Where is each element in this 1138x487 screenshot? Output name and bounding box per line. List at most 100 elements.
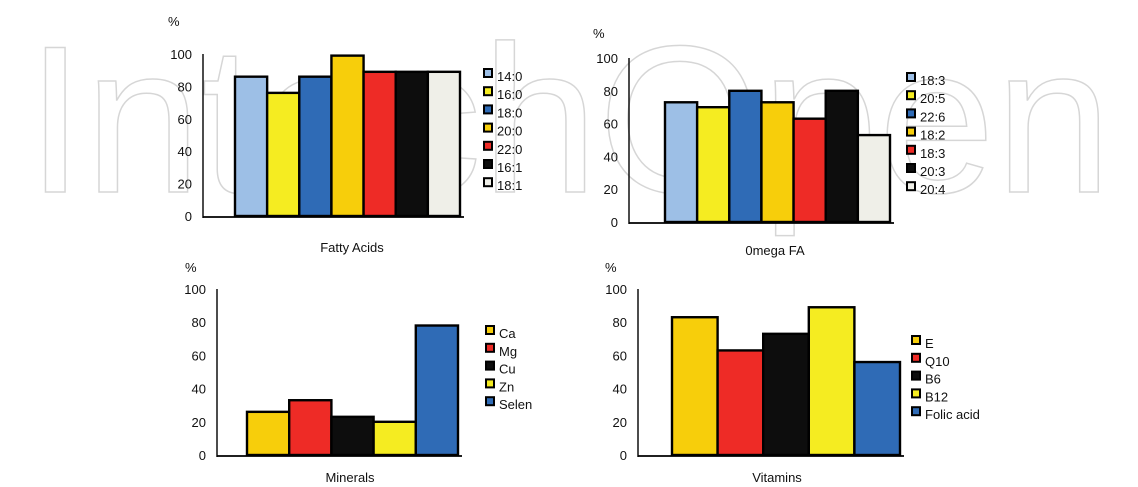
legend-label: Folic acid (925, 407, 980, 422)
legend-label: 16:0 (497, 87, 522, 102)
bar-Ca (245, 410, 291, 457)
y-tick-label: 100 (170, 47, 192, 62)
legend-swatch-B12 (911, 388, 921, 399)
bar-22:0 (362, 70, 397, 218)
bar-16:0 (265, 91, 301, 218)
y-tick-label: 100 (605, 282, 627, 297)
legend-swatch-14:0 (483, 68, 493, 78)
watermark-text: IntechOpen (26, 2, 1112, 237)
y-tick-label: 40 (604, 149, 618, 164)
bar-18:3 (792, 117, 827, 224)
chart-title: Fatty Acids (320, 240, 384, 255)
bar-20:4 (856, 133, 892, 224)
chart-panel-1: 0 20 40 60 80 100% Fatty Acids 14:0 16:0 18:0 20:0… (168, 14, 522, 255)
y-tick-label: 0 (611, 215, 618, 230)
legend-label: Selen (499, 397, 532, 412)
legend-swatch-Mg (485, 342, 495, 353)
y-tick-label: 60 (192, 348, 206, 363)
legend-swatch-18:3 (906, 144, 916, 155)
chart-title: Minerals (325, 470, 375, 485)
legend-label: 20:3 (920, 164, 945, 179)
y-tick-label: 20 (192, 415, 206, 430)
y-tick-label: 40 (192, 382, 206, 397)
legend-swatch-Cu (485, 360, 495, 371)
bar-14:0 (233, 75, 269, 218)
y-tick-label: 100 (596, 51, 618, 66)
y-tick-label: 60 (178, 112, 192, 127)
legend-swatch-B6 (911, 370, 921, 381)
y-tick-label: 20 (178, 177, 192, 192)
bar-Folic acid (853, 360, 902, 457)
legend-label: 22:6 (920, 109, 945, 124)
legend-label: 14:0 (497, 69, 522, 84)
bar-Zn (372, 420, 418, 457)
bar-16:1 (394, 70, 430, 218)
chart-title: 0mega FA (745, 243, 805, 258)
bar-Cu (330, 415, 375, 457)
legend-label: 18:2 (920, 128, 945, 143)
y-axis-title: % (168, 14, 180, 29)
legend-swatch-18:2 (906, 126, 916, 137)
y-tick-label: 80 (613, 315, 627, 330)
bar-18:3 (663, 101, 699, 224)
bar-20:0 (330, 54, 365, 218)
legend-swatch-22:0 (483, 140, 493, 151)
y-tick-label: 20 (604, 182, 618, 197)
legend-swatch-Selen (485, 396, 495, 407)
legend-swatch-20:0 (483, 122, 493, 133)
legend-label: 22:0 (497, 142, 522, 157)
legend-label: Zn (499, 379, 514, 394)
legend-label: Ca (499, 326, 516, 341)
chart-panel-2: 0 20 40 60 80 100% 0mega FA 18:3 20:5 22:6 18:2 18:… (593, 26, 945, 258)
legend-label: B12 (925, 389, 948, 404)
y-tick-label: 100 (184, 282, 206, 297)
legend-label: 20:0 (497, 124, 522, 139)
y-axis-title: % (185, 260, 197, 275)
legend-label: 18:0 (497, 105, 522, 120)
legend-label: E (925, 336, 934, 351)
y-tick-label: 80 (192, 315, 206, 330)
bar-Mg (288, 399, 333, 457)
legend-swatch-Ca (485, 325, 495, 335)
y-tick-label: 0 (185, 209, 192, 224)
legend-swatch-16:0 (483, 86, 493, 97)
legend-label: 16:1 (497, 160, 522, 175)
legend-swatch-18:1 (483, 177, 493, 188)
bar-20:5 (695, 105, 731, 224)
bar-B12 (807, 306, 856, 457)
legend-swatch-Folic acid (911, 406, 921, 417)
bar-Selen (414, 324, 460, 457)
legend-swatch-Zn (485, 378, 495, 389)
y-tick-label: 0 (199, 448, 206, 463)
bar-18:1 (426, 70, 462, 218)
legend-swatch-20:3 (906, 163, 916, 173)
legend-label: 18:3 (920, 146, 945, 161)
bar-Q10 (716, 349, 765, 457)
y-axis-title: % (605, 260, 617, 275)
legend-label: B6 (925, 372, 941, 387)
legend-label: 20:5 (920, 91, 945, 106)
chart-title: Vitamins (752, 470, 802, 485)
legend-label: 18:1 (497, 178, 522, 193)
bar-22:6 (728, 89, 763, 224)
bar-18:2 (760, 101, 795, 224)
legend-label: 20:4 (920, 182, 945, 197)
y-tick-label: 80 (178, 79, 192, 94)
bar-E (670, 316, 719, 457)
y-axis-title: % (593, 26, 605, 41)
chart-panel-4: 0 20 40 60 80 100% Vitamins E Q10 B6 B12 Folic acid (605, 260, 980, 485)
legend-swatch-E (911, 335, 921, 345)
y-tick-label: 40 (178, 144, 192, 159)
legend-swatch-18:0 (483, 104, 493, 115)
chart-panel-3: 0 20 40 60 80 100% Minerals Ca Mg Cu Zn Selen (184, 260, 532, 485)
bar-20:3 (824, 89, 860, 224)
legend-swatch-22:6 (906, 108, 916, 119)
bar-18:0 (298, 75, 333, 218)
legend-swatch-20:5 (906, 90, 916, 101)
y-tick-label: 60 (613, 348, 627, 363)
bar-B6 (762, 332, 811, 457)
y-tick-label: 20 (613, 415, 627, 430)
legend-swatch-Q10 (911, 352, 921, 363)
legend-swatch-16:1 (483, 159, 493, 169)
